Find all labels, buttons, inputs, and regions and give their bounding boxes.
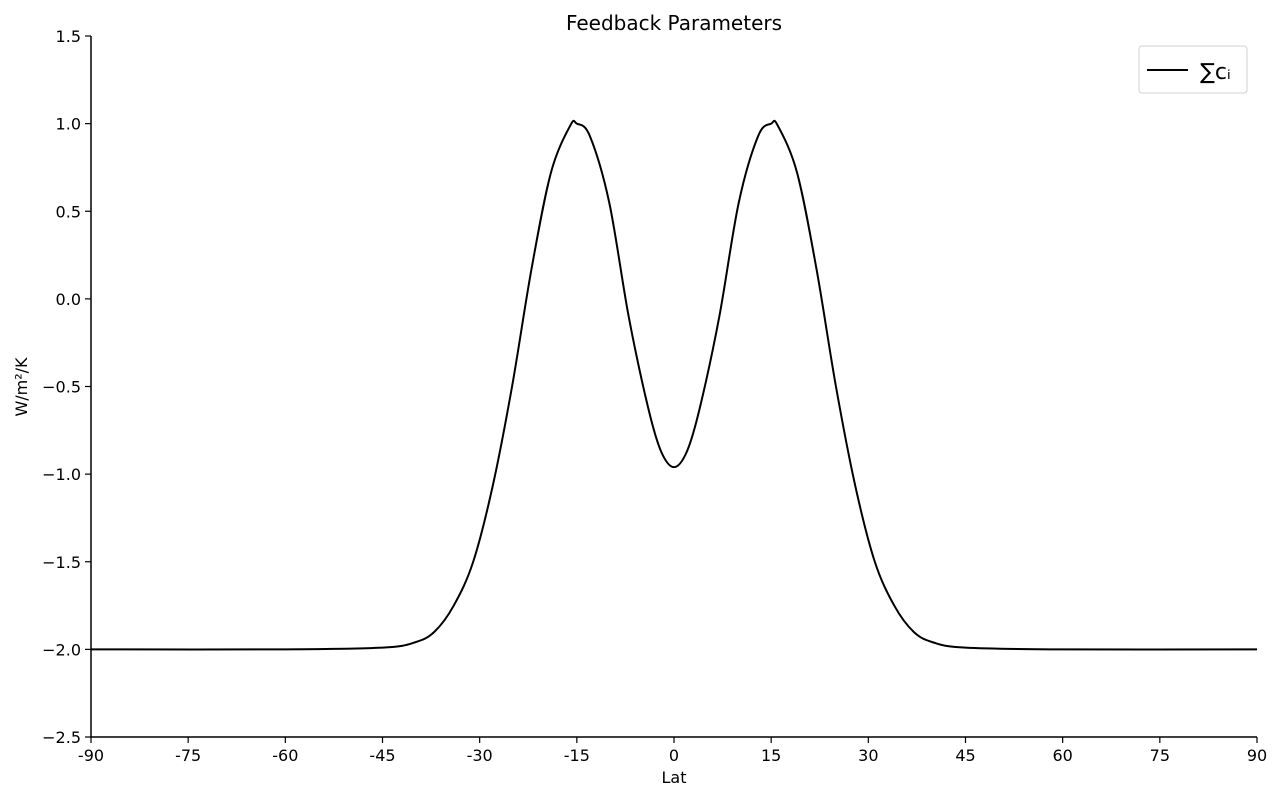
y-tick-label: 1.0	[56, 115, 81, 134]
x-axis-label: Lat	[662, 768, 687, 787]
x-tick-label: 0	[669, 746, 679, 765]
y-tick-label: −2.0	[42, 640, 81, 659]
legend: ∑cᵢ	[1138, 45, 1248, 94]
x-tick-label: 45	[955, 746, 975, 765]
series-line-sum-c	[90, 119, 1258, 651]
chart-title: Feedback Parameters	[566, 11, 782, 35]
y-axis-ticks: −2.5 −2.0 −1.5 −1.0 −0.5 0.0 0.5 1.0 1.5	[42, 27, 91, 747]
y-tick-label: 1.5	[56, 27, 81, 46]
y-tick-label: −1.5	[42, 553, 81, 572]
y-axis-label: W/m²/K	[12, 357, 31, 417]
y-tick-label: −2.5	[42, 728, 81, 747]
x-tick-label: 60	[1052, 746, 1072, 765]
x-tick-label: -30	[467, 746, 493, 765]
y-tick-label: −1.0	[42, 465, 81, 484]
legend-box	[1138, 45, 1248, 94]
x-tick-label: 75	[1150, 746, 1170, 765]
x-tick-label: -90	[78, 746, 104, 765]
x-tick-label: 15	[761, 746, 781, 765]
x-axis-ticks: -90 -75 -60 -45 -30 -15 0 15 30 45 60 75 90	[78, 737, 1267, 765]
x-tick-label: 90	[1247, 746, 1267, 765]
y-tick-label: 0.0	[56, 290, 81, 309]
legend-label: ∑cᵢ	[1200, 60, 1231, 85]
y-tick-label: −0.5	[42, 378, 81, 397]
x-tick-label: -75	[175, 746, 201, 765]
x-tick-label: -45	[369, 746, 395, 765]
x-tick-label: 30	[858, 746, 878, 765]
plot-area	[90, 119, 1258, 651]
x-tick-label: -15	[564, 746, 590, 765]
y-tick-label: 0.5	[56, 202, 81, 221]
x-tick-label: -60	[272, 746, 298, 765]
